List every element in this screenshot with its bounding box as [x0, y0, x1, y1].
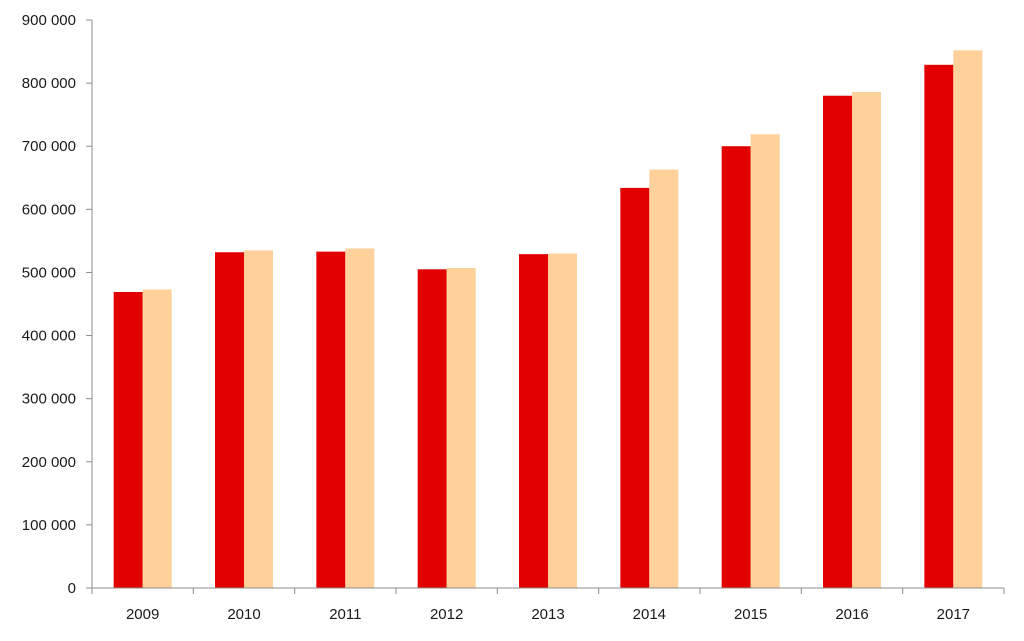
x-tick-label: 2013: [531, 606, 564, 623]
x-tick-label: 2016: [835, 606, 868, 623]
x-tick-label: 2009: [126, 606, 159, 623]
bar-2013-series-2: [548, 253, 577, 588]
bar-2015-series-1: [721, 146, 751, 588]
bar-2012-series-1: [417, 269, 447, 588]
x-tick-label: 2017: [937, 606, 970, 623]
bar-2010-series-1: [215, 252, 244, 588]
y-tick-label: 500 000: [22, 264, 76, 281]
y-tick-label: 0: [68, 580, 76, 597]
bars-group: [113, 50, 983, 589]
y-axis-ticks: 0 100 000 200 000 300 000 400 000 500 000 600 …: [22, 12, 92, 597]
x-tick-label: 2011: [329, 606, 361, 623]
bar-2009-series-2: [142, 289, 172, 588]
y-tick-label: 400 000: [22, 328, 76, 345]
y-tick-label: 200 000: [22, 454, 76, 471]
x-tick-label: 2012: [430, 606, 463, 623]
bar-2016-series-1: [823, 95, 852, 588]
y-tick-label: 100 000: [22, 517, 76, 534]
x-axis-labels: 2009 2010 2011 2012 2013 2014 2015 2016 2017: [91, 588, 1005, 623]
x-tick-label: 2014: [633, 606, 666, 623]
bar-2009-series-1: [113, 292, 143, 588]
x-tick-label: 2010: [227, 606, 260, 623]
bar-2011-series-1: [316, 251, 346, 588]
bar-2017-series-1: [924, 64, 954, 588]
bar-2017-series-2: [953, 50, 983, 588]
y-tick-label: 700 000: [22, 138, 76, 155]
y-tick-label: 800 000: [22, 75, 76, 92]
bar-2016-series-2: [852, 91, 881, 589]
x-tick-label: 2015: [734, 606, 767, 623]
bar-2014-series-1: [620, 187, 650, 588]
bar-2014-series-2: [649, 169, 679, 588]
bar-2013-series-1: [519, 254, 548, 589]
bar-2015-series-2: [750, 134, 780, 588]
y-tick-label: 900 000: [22, 12, 76, 29]
y-tick-label: 600 000: [22, 201, 76, 218]
y-tick-label: 300 000: [22, 391, 76, 408]
bar-2010-series-2: [244, 250, 273, 588]
axes-group: [91, 20, 1004, 589]
bar-2011-series-2: [345, 248, 375, 588]
bar-2012-series-2: [446, 268, 476, 588]
